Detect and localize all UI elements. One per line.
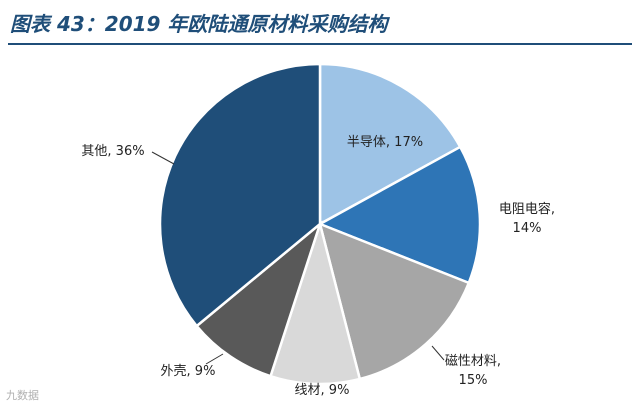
pie-slice-6: [158, 62, 322, 328]
pie-slice-1: [318, 62, 462, 227]
slice-label-1: 半导体, 17%: [347, 135, 423, 150]
leader-line-6: [151, 151, 175, 165]
watermark-text: 九数据: [6, 389, 39, 402]
slice-label-3: 磁性材料, 15%: [445, 354, 501, 388]
leader-line-5: [205, 353, 224, 365]
leader-line-3: [431, 345, 445, 361]
slice-label-4: 线材, 9%: [295, 383, 350, 398]
pie-slice-4: [268, 219, 362, 386]
pie-slice-5: [194, 220, 323, 378]
pie-slice-3: [318, 221, 471, 381]
slice-label-6: 其他, 36%: [81, 144, 144, 159]
title-underline: [8, 43, 632, 45]
chart-title: 图表 43：2019 年欧陆通原材料采购结构: [10, 12, 388, 36]
pie-slice-2: [317, 145, 482, 285]
slice-label-2: 电阻电容, 14%: [499, 201, 555, 236]
slice-label-5: 外壳, 9%: [161, 364, 216, 379]
